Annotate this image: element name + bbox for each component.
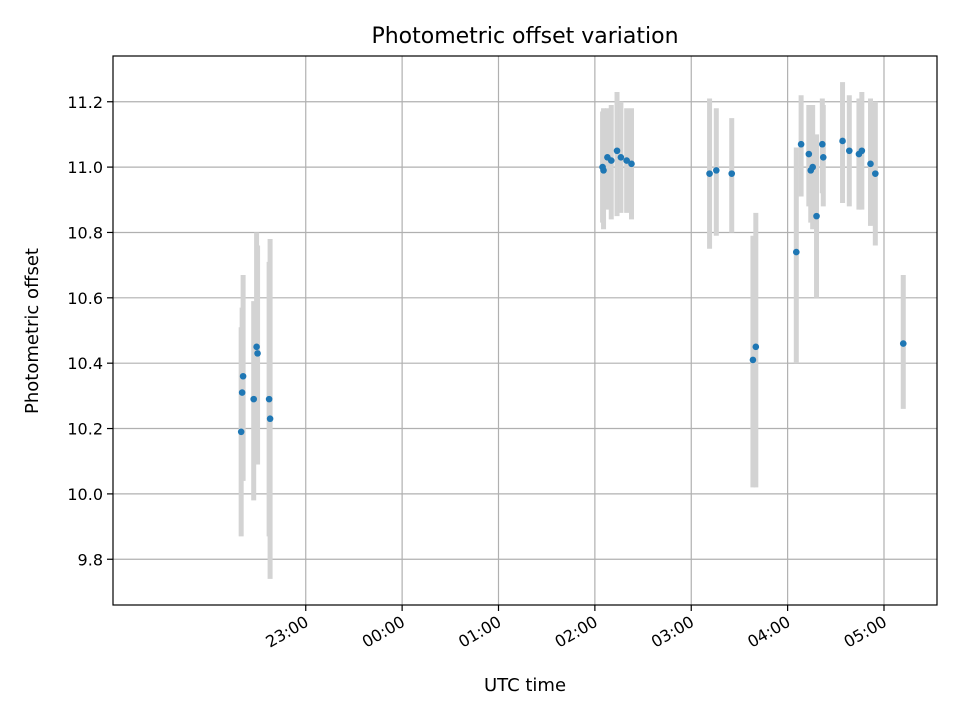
data-point (237, 428, 245, 436)
y-tick-label: 11.2 (67, 93, 103, 112)
data-point (867, 160, 874, 168)
x-axis-label: UTC time (484, 675, 566, 696)
y-tick-label: 10.4 (67, 354, 103, 373)
data-point (805, 150, 813, 158)
plot-frame (112, 55, 938, 606)
x-tick-label: 00:00 (359, 612, 408, 652)
data-points (237, 137, 907, 436)
y-tick-label: 10.8 (67, 223, 103, 242)
y-tick-label: 10.0 (67, 485, 103, 504)
x-tick-label: 04:00 (744, 612, 793, 652)
data-point (265, 395, 273, 403)
data-point (872, 170, 879, 177)
data-point (628, 160, 635, 168)
data-point (238, 389, 246, 396)
y-tick-label: 10.2 (67, 420, 103, 439)
y-axis-label: Photometric offset (22, 248, 43, 414)
data-point (728, 170, 736, 177)
data-point (797, 140, 805, 148)
data-point (600, 167, 607, 174)
data-point (899, 340, 907, 347)
data-point (713, 167, 720, 174)
data-point (706, 170, 713, 177)
chart-title: Photometric offset variation (371, 24, 678, 49)
error-bars (238, 82, 906, 579)
y-axis-ticks: 9.8 10.0 10.2 10.4 10.6 10.8 11.0 11.2 (67, 93, 113, 569)
x-tick-label: 23:00 (262, 612, 311, 652)
y-tick-label: 11.0 (67, 158, 103, 177)
y-tick-label: 10.6 (67, 289, 103, 308)
data-point (749, 356, 757, 364)
data-point (809, 163, 816, 171)
data-point (254, 350, 261, 357)
data-point (839, 137, 846, 145)
x-axis-ticks: 23:00 00:00 01:00 02:00 03:00 04:00 05:00 (262, 605, 890, 652)
data-point (858, 147, 866, 155)
data-point (819, 154, 827, 161)
data-point (613, 147, 621, 155)
x-tick-label: 01:00 (455, 612, 504, 652)
data-point (266, 415, 274, 423)
data-point (813, 212, 820, 220)
data-point (819, 140, 826, 148)
data-point (792, 248, 800, 256)
data-point (239, 372, 247, 380)
data-point (253, 343, 260, 351)
y-tick-label: 9.8 (78, 550, 103, 569)
x-tick-label: 02:00 (551, 612, 600, 652)
data-point (845, 147, 853, 155)
data-point (623, 157, 630, 164)
data-point (617, 154, 625, 161)
x-tick-label: 03:00 (648, 612, 697, 652)
data-point (607, 157, 615, 164)
x-tick-label: 05:00 (841, 612, 890, 652)
data-point (250, 395, 258, 403)
data-point (752, 343, 760, 351)
